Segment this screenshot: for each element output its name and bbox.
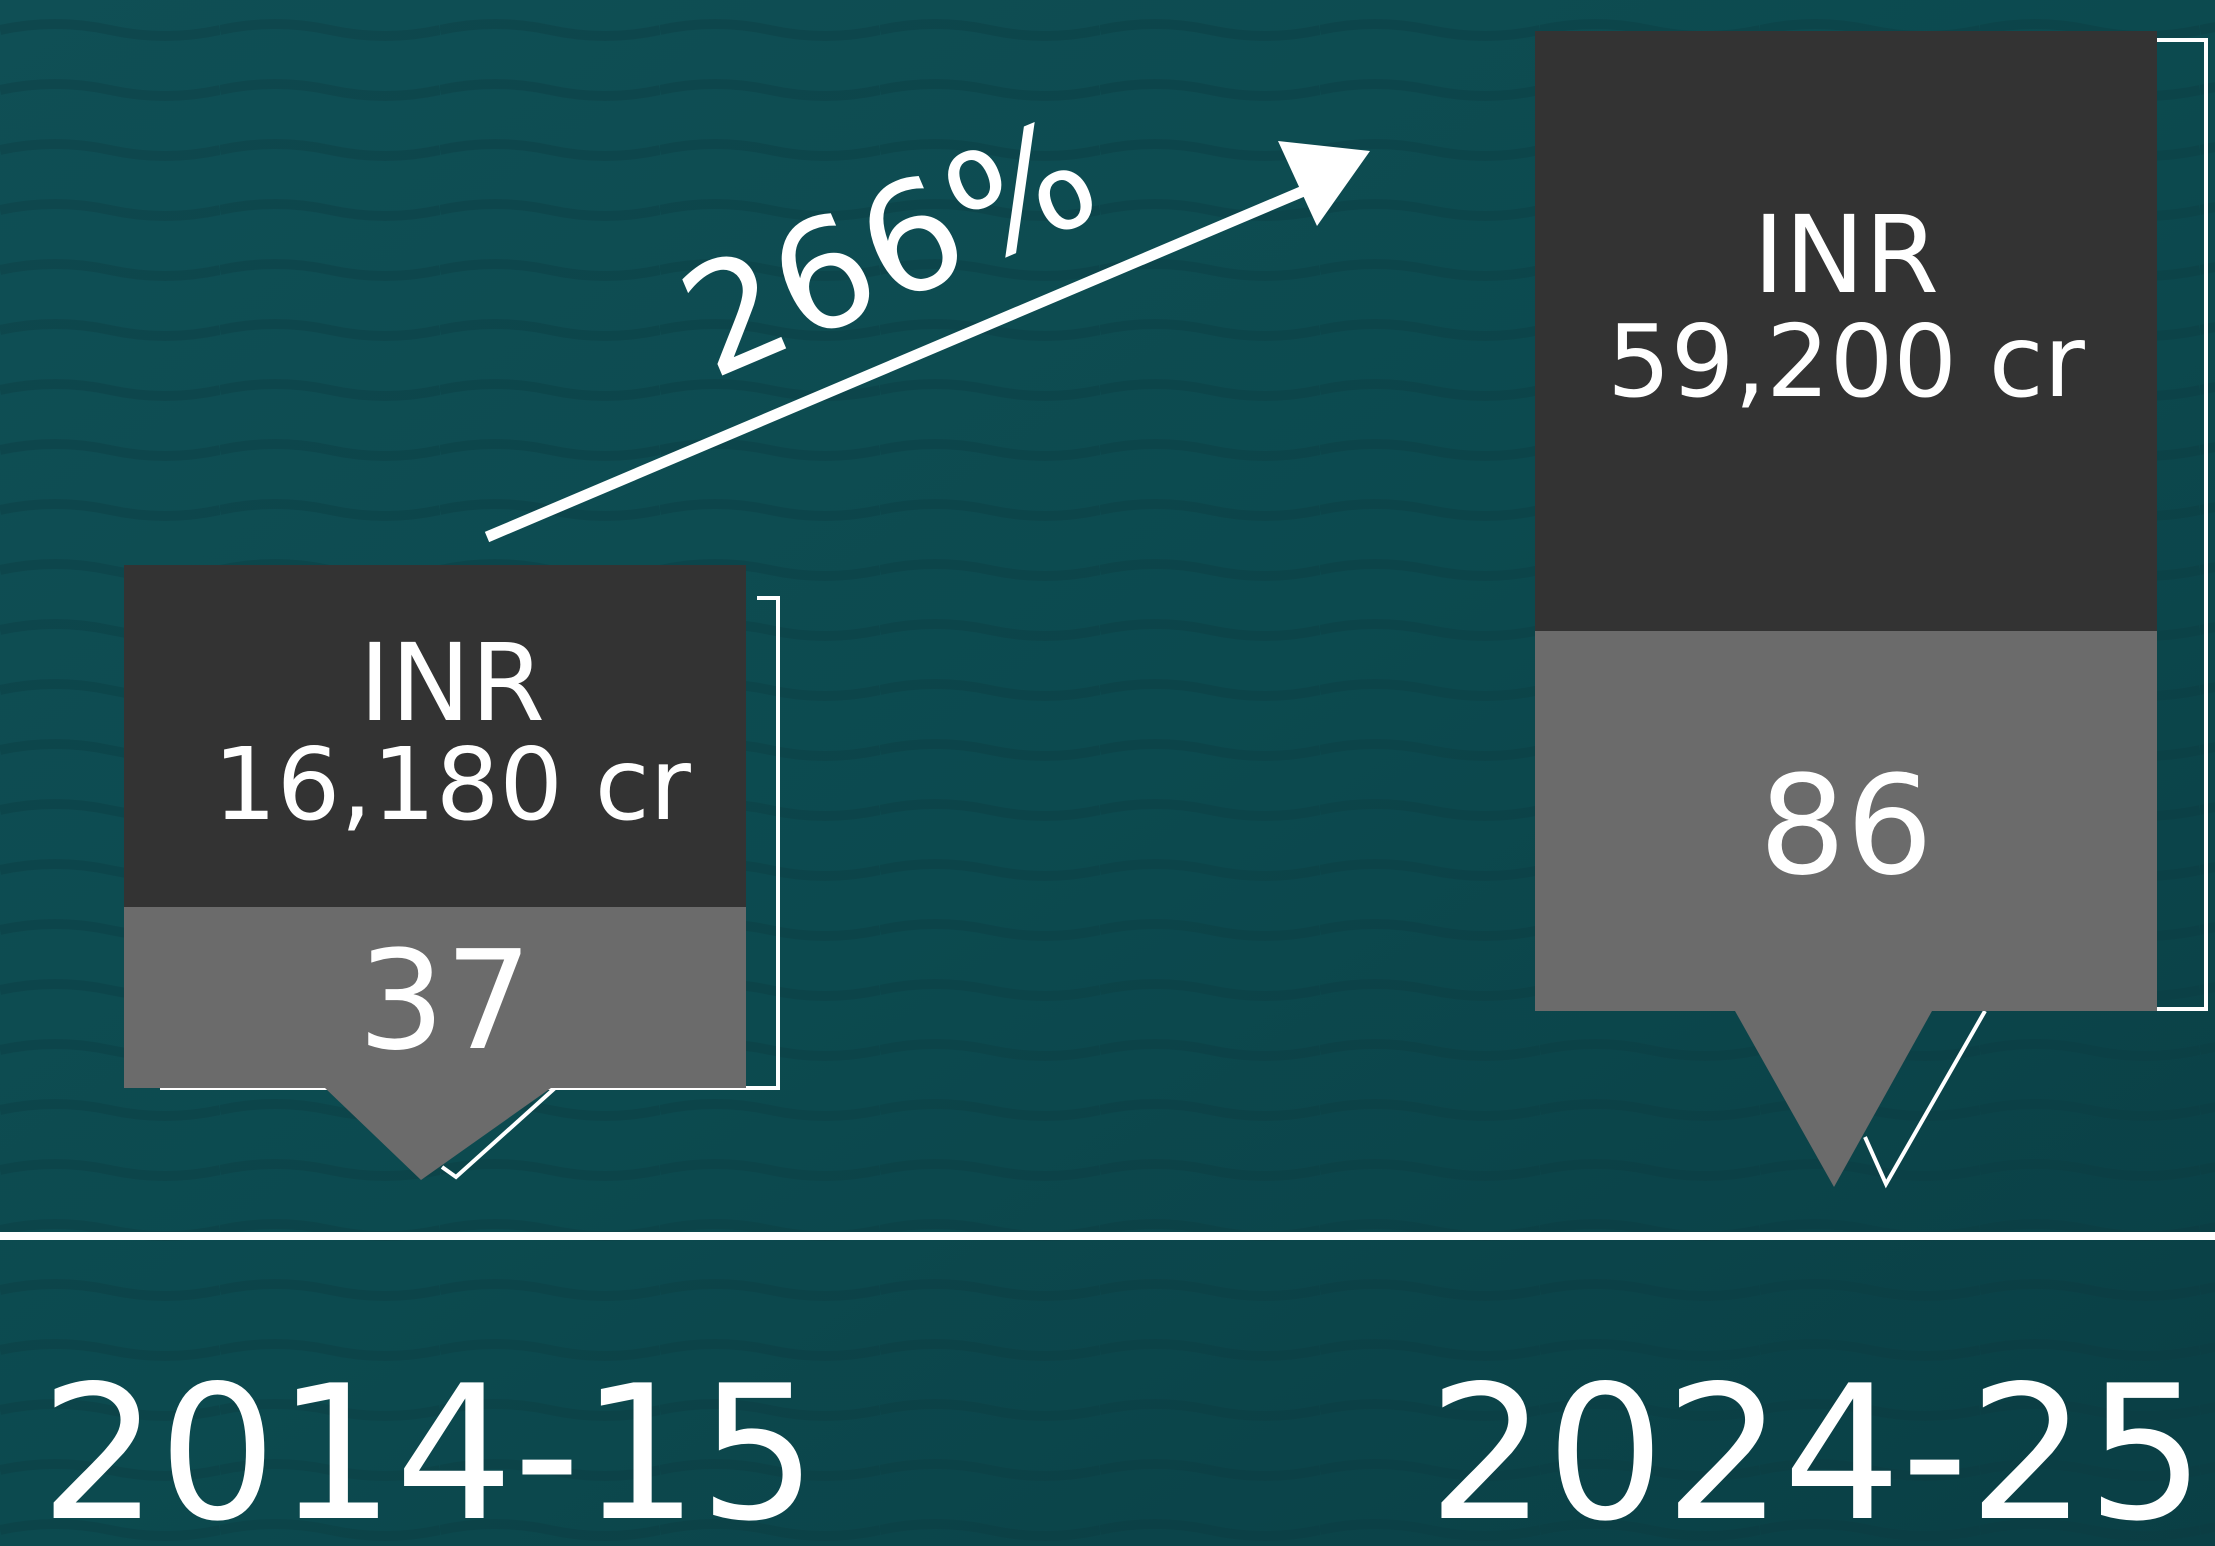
count-box (1535, 631, 2157, 1011)
currency: INR (1753, 194, 1939, 318)
amount-box (124, 565, 746, 907)
arrow-head (1278, 141, 1370, 226)
left-block: INR 16,180 cr 37 (124, 565, 780, 1180)
period-label: 2024-25 (1428, 1345, 2205, 1546)
pointer (325, 1088, 551, 1180)
outline (1863, 1010, 1987, 1189)
count: 37 (358, 922, 532, 1081)
currency: INR (359, 622, 545, 746)
amount-box (1535, 31, 2157, 631)
period-label: 2014-15 (40, 1345, 817, 1546)
amount: 16,180 cr (213, 726, 692, 843)
right-block: INR 59,200 cr 86 (1535, 31, 2208, 1189)
outline (440, 1086, 557, 1180)
growth-arrow (484, 178, 1323, 543)
count: 86 (1759, 747, 1933, 906)
outline (2157, 38, 2208, 1011)
amount: 59,200 cr (1607, 303, 2086, 420)
count-box (124, 907, 746, 1088)
pointer (1735, 1011, 1932, 1187)
